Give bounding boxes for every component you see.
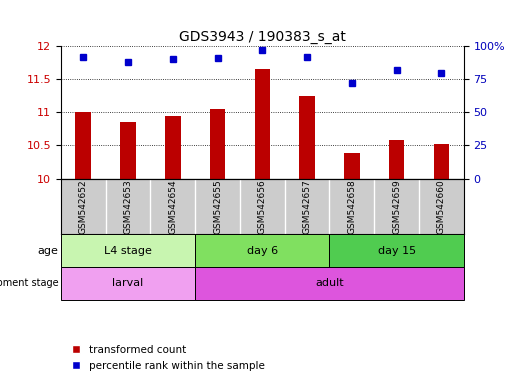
Text: GSM542659: GSM542659: [392, 179, 401, 234]
Bar: [61, 267, 195, 300]
Bar: [61, 234, 195, 267]
Bar: [75, 113, 91, 179]
Text: adult: adult: [315, 278, 344, 288]
Legend: transformed count, percentile rank within the sample: transformed count, percentile rank withi…: [66, 341, 269, 375]
Text: GSM542658: GSM542658: [347, 179, 356, 234]
Text: GSM542652: GSM542652: [79, 179, 88, 234]
Title: GDS3943 / 190383_s_at: GDS3943 / 190383_s_at: [179, 30, 346, 44]
Text: development stage: development stage: [0, 278, 59, 288]
Text: larval: larval: [112, 278, 144, 288]
Text: age: age: [38, 245, 59, 256]
Text: GSM542660: GSM542660: [437, 179, 446, 234]
Text: GSM542653: GSM542653: [123, 179, 132, 234]
Text: day 15: day 15: [377, 245, 416, 256]
Bar: [195, 234, 330, 267]
Bar: [195, 267, 464, 300]
Bar: [434, 144, 449, 179]
Bar: [210, 109, 225, 179]
Text: GSM542655: GSM542655: [213, 179, 222, 234]
Text: GSM542654: GSM542654: [169, 179, 178, 234]
Bar: [120, 122, 136, 179]
Text: GSM542657: GSM542657: [303, 179, 312, 234]
Bar: [254, 69, 270, 179]
Bar: [299, 96, 315, 179]
Text: day 6: day 6: [247, 245, 278, 256]
Text: GSM542656: GSM542656: [258, 179, 267, 234]
Bar: [344, 153, 360, 179]
Bar: [165, 116, 181, 179]
Bar: [389, 140, 404, 179]
Bar: [330, 234, 464, 267]
Text: L4 stage: L4 stage: [104, 245, 152, 256]
